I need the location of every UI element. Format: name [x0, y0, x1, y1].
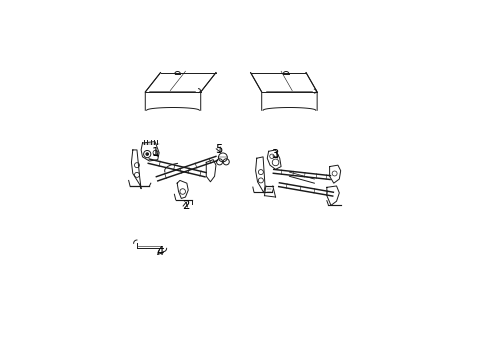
Text: 1: 1	[151, 146, 159, 159]
Text: 5: 5	[215, 143, 222, 156]
Text: 4: 4	[157, 245, 164, 258]
Text: 3: 3	[271, 148, 278, 161]
Text: 2: 2	[182, 199, 189, 212]
Circle shape	[146, 153, 148, 155]
